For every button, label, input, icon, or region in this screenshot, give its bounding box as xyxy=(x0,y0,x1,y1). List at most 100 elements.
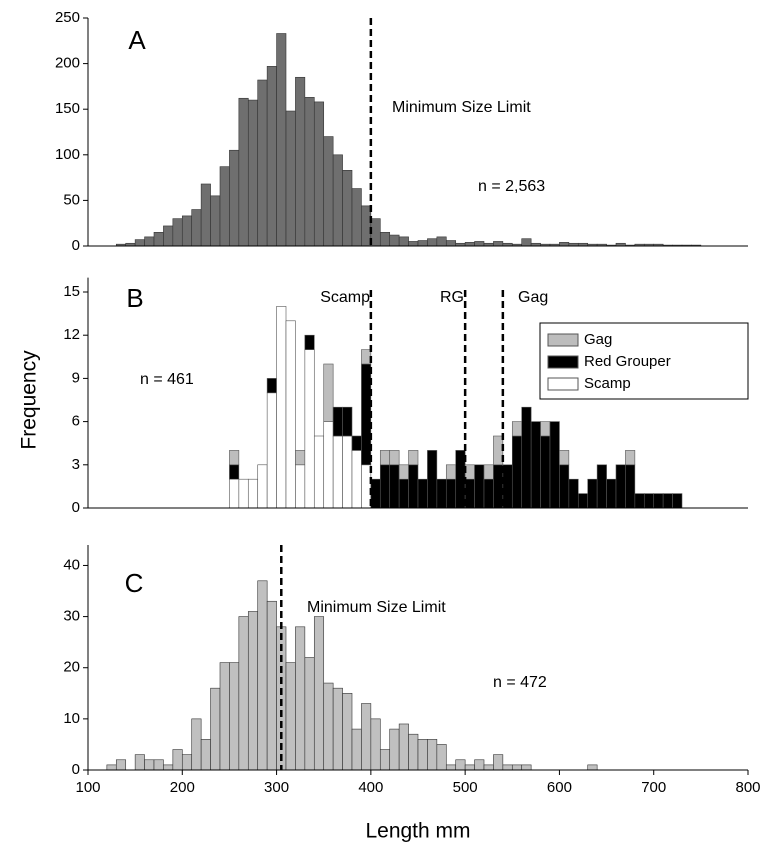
bar-segment xyxy=(408,450,419,466)
y-tick-label: 200 xyxy=(55,55,80,72)
bar-segment xyxy=(464,464,475,480)
bar-segment xyxy=(285,320,296,509)
bar-segment xyxy=(332,406,343,437)
bar-segment xyxy=(662,493,673,509)
bar xyxy=(200,183,211,247)
bar xyxy=(134,239,145,247)
bar xyxy=(295,626,306,771)
bar xyxy=(408,241,419,247)
bar xyxy=(493,754,504,771)
bar xyxy=(229,149,240,247)
bar xyxy=(285,662,296,771)
bar xyxy=(370,218,381,247)
bar xyxy=(483,764,494,771)
bar-segment xyxy=(304,349,315,509)
bar xyxy=(361,703,372,771)
bar-segment xyxy=(549,421,560,509)
bar xyxy=(351,188,362,247)
legend-label: Red Grouper xyxy=(584,353,671,370)
bar-segment xyxy=(483,464,494,480)
bar-segment xyxy=(559,450,570,466)
bar xyxy=(191,209,202,247)
bar-segment xyxy=(229,478,240,509)
bar-segment xyxy=(568,478,579,509)
bar-segment xyxy=(266,378,277,394)
y-tick-label: 0 xyxy=(72,237,80,254)
bar-segment xyxy=(398,464,409,480)
bar xyxy=(474,759,485,771)
bar xyxy=(106,764,117,771)
bar-segment xyxy=(596,464,607,509)
bar xyxy=(247,611,259,771)
bar xyxy=(389,234,400,247)
y-axis-title: Frequency xyxy=(18,350,41,450)
bar-segment xyxy=(474,464,485,509)
reference-label: Scamp xyxy=(320,289,370,306)
bar xyxy=(153,759,164,771)
bar xyxy=(238,97,249,247)
bar xyxy=(323,682,334,771)
bar-segment xyxy=(257,464,268,509)
bar-segment xyxy=(606,478,617,509)
y-tick-label: 30 xyxy=(63,608,80,625)
bar xyxy=(408,733,419,771)
y-tick-label: 50 xyxy=(63,191,80,208)
bar xyxy=(361,205,372,247)
y-tick-label: 12 xyxy=(63,326,80,343)
bar xyxy=(229,662,240,771)
bar-segment xyxy=(398,478,409,509)
bar xyxy=(163,764,174,771)
bar xyxy=(511,764,523,771)
bar xyxy=(247,99,259,247)
bar xyxy=(351,728,362,771)
bar xyxy=(313,616,325,771)
bar-segment xyxy=(304,334,315,350)
bar-segment xyxy=(615,464,626,509)
bar-segment xyxy=(521,406,532,509)
bar xyxy=(464,764,475,771)
bar xyxy=(521,764,532,771)
bar-segment xyxy=(634,493,645,509)
y-tick-label: 15 xyxy=(63,283,80,300)
bar xyxy=(417,240,428,247)
bar-segment xyxy=(351,450,362,509)
y-tick-label: 10 xyxy=(63,710,80,727)
bar xyxy=(153,232,164,247)
bar xyxy=(144,759,155,771)
y-tick-label: 40 xyxy=(63,556,80,573)
bar-segment xyxy=(389,464,400,509)
bar-segment xyxy=(361,464,372,509)
bar-segment xyxy=(238,478,249,509)
bar xyxy=(304,97,315,247)
bar-segment xyxy=(625,450,636,466)
bar xyxy=(398,723,409,771)
bar xyxy=(332,687,343,771)
y-tick-label: 100 xyxy=(55,146,80,163)
bar xyxy=(521,238,532,247)
x-axis-title: Length mm xyxy=(365,820,470,843)
bar xyxy=(427,238,438,247)
bar-segment xyxy=(511,435,523,509)
y-tick-label: 6 xyxy=(72,413,80,430)
bar-segment xyxy=(577,493,589,509)
bar xyxy=(379,749,391,771)
annotation: n = 472 xyxy=(493,674,547,691)
bar-segment xyxy=(408,464,419,509)
panel-label: C xyxy=(125,568,144,598)
x-tick-label: 300 xyxy=(264,779,289,796)
reference-label: Minimum Size Limit xyxy=(392,99,531,116)
x-tick-label: 400 xyxy=(358,779,383,796)
bar-segment xyxy=(361,363,372,466)
bar xyxy=(389,728,400,771)
bar xyxy=(342,170,353,247)
y-tick-label: 0 xyxy=(72,499,80,516)
bar-segment xyxy=(323,363,334,422)
y-tick-label: 3 xyxy=(72,456,80,473)
y-tick-label: 150 xyxy=(55,100,80,117)
bar-segment xyxy=(370,478,381,509)
bar xyxy=(144,236,155,247)
bar-segment xyxy=(455,450,466,509)
bar-segment xyxy=(483,478,494,509)
bar xyxy=(464,242,475,247)
